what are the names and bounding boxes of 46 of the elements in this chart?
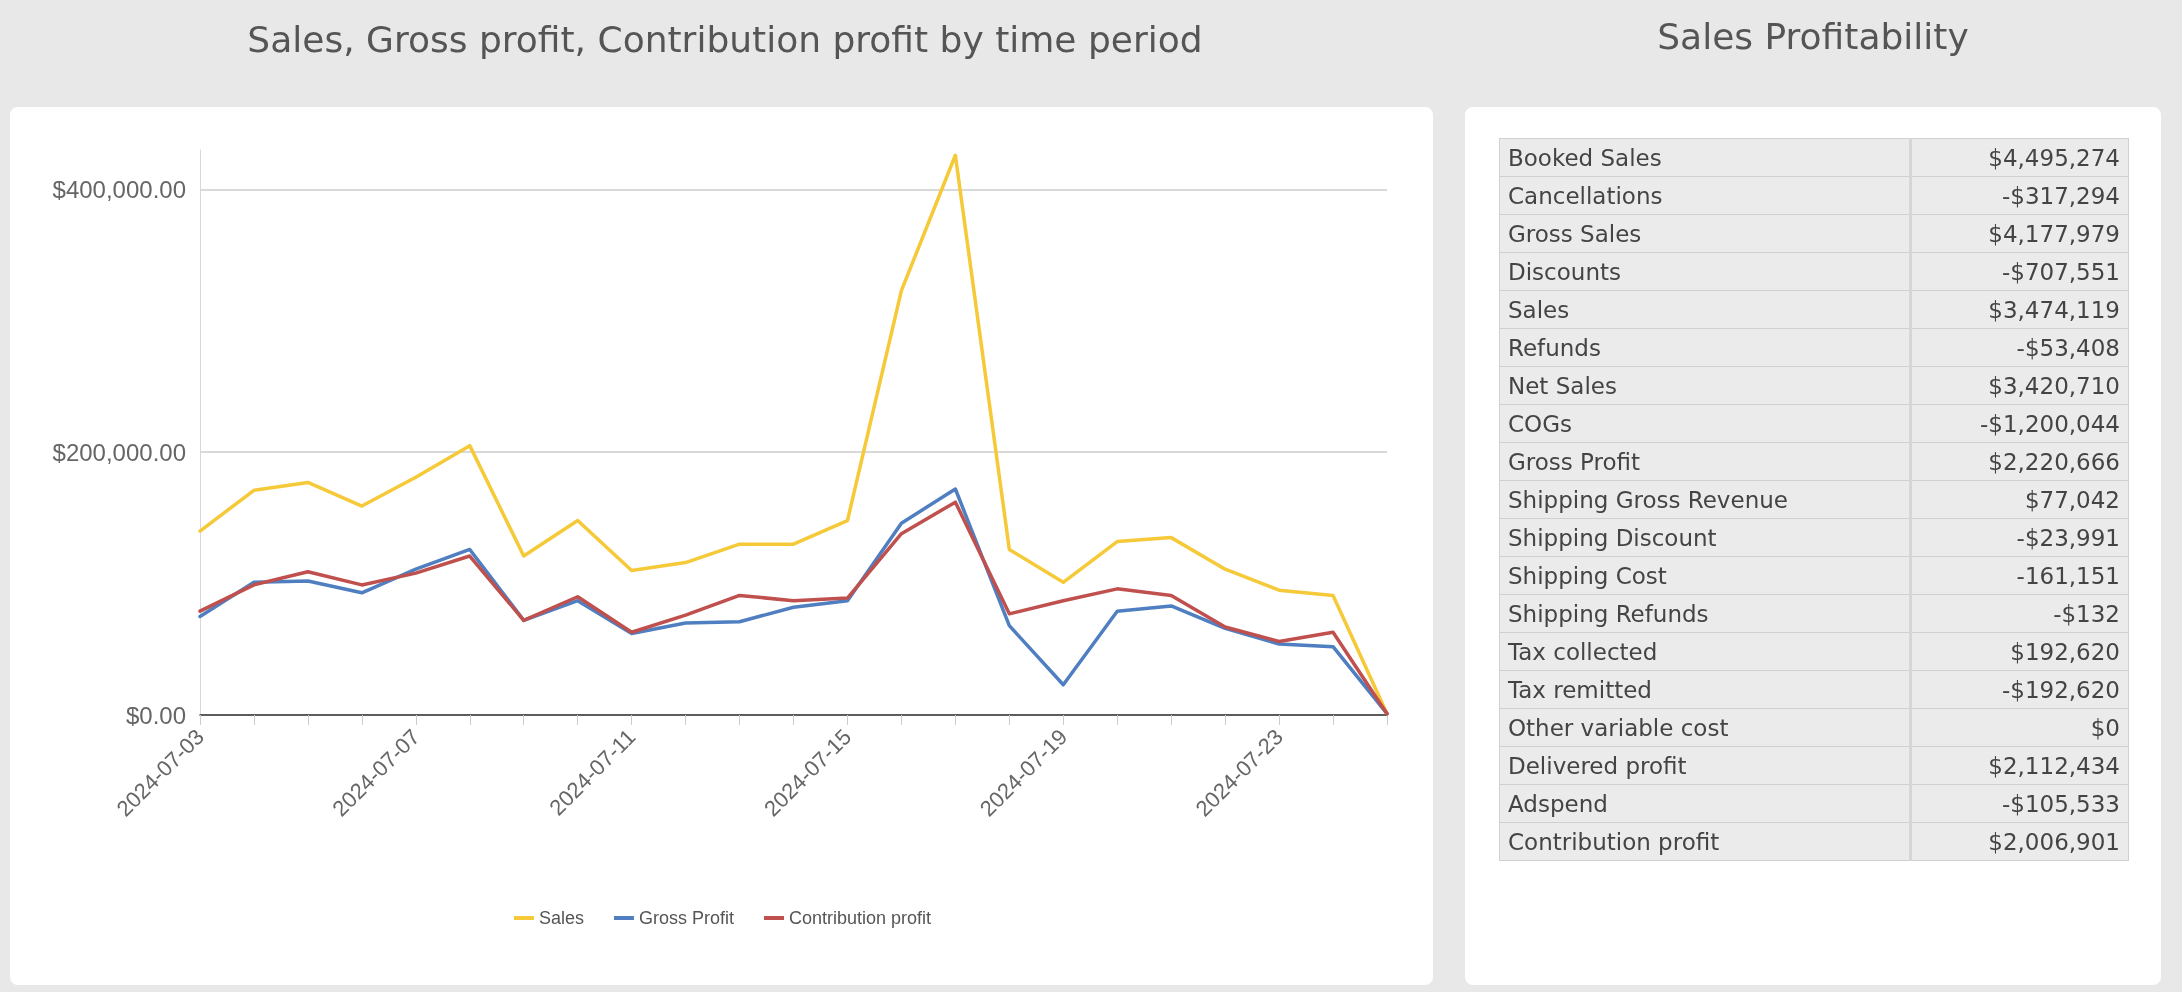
category-label: Shipping Gross Revenue [1499,480,1911,519]
category-label: Net Sales [1499,366,1911,405]
category-label: Delivered profit [1499,746,1911,785]
text: $3,474,119 [1988,296,2120,323]
category-label: Shipping Refunds [1499,594,1911,633]
text: -$23,991 [2016,524,2120,551]
text: $0 [2090,714,2120,741]
text: $4,177,979 [1988,220,2120,247]
text: $2,006,901 [1988,828,2120,855]
category-label: Discounts [1499,252,1911,291]
y-tick-label: $200,000.00 [52,438,186,466]
category-label: Gross Profit [1499,442,1911,481]
text: $4,495,274 [1988,144,2120,171]
text: -$105,533 [2001,790,2120,817]
text: $3,420,710 [1988,372,2120,399]
category-label: Cancellations [1499,176,1911,215]
category-label: Sales [1499,290,1911,329]
category-label: Tax collected [1499,632,1911,671]
text: -161,151 [2016,562,2120,589]
y-tick-label: $400,000.00 [52,175,186,203]
text: -$192,620 [2001,676,2120,703]
legend-label: Sales [538,908,584,928]
legend-label: Contribution profit [788,908,932,928]
category-label: Shipping Cost [1499,556,1911,595]
category-label: Shipping Discount [1499,518,1911,557]
category-label: Other variable cost [1499,708,1911,747]
y-tick-label: $0.00 [125,701,186,729]
text: Sales Profitability [1656,16,1970,57]
category-label: Booked Sales [1499,138,1911,177]
text: $2,220,666 [1988,448,2120,475]
category-label: Tax remitted [1499,670,1911,709]
text: -$707,551 [2001,258,2120,285]
text: -$1,200,044 [1980,410,2120,437]
text: -$317,294 [2001,182,2120,209]
chart-title: Sales, Gross profit, Contribution profit by time period [247,18,1203,60]
text: $192,620 [2010,638,2120,665]
text: -$132 [2053,600,2120,627]
category-label: Adspend [1499,784,1911,823]
category-label: Contribution profit [1499,822,1911,861]
text: $77,042 [2024,486,2120,513]
text: -$53,408 [2016,334,2120,361]
category-label: Refunds [1499,328,1911,367]
category-label: COGs [1499,404,1911,443]
legend-label: Gross Profit [638,908,734,928]
text: $2,112,434 [1988,752,2120,779]
category-label: Gross Sales [1499,214,1911,253]
